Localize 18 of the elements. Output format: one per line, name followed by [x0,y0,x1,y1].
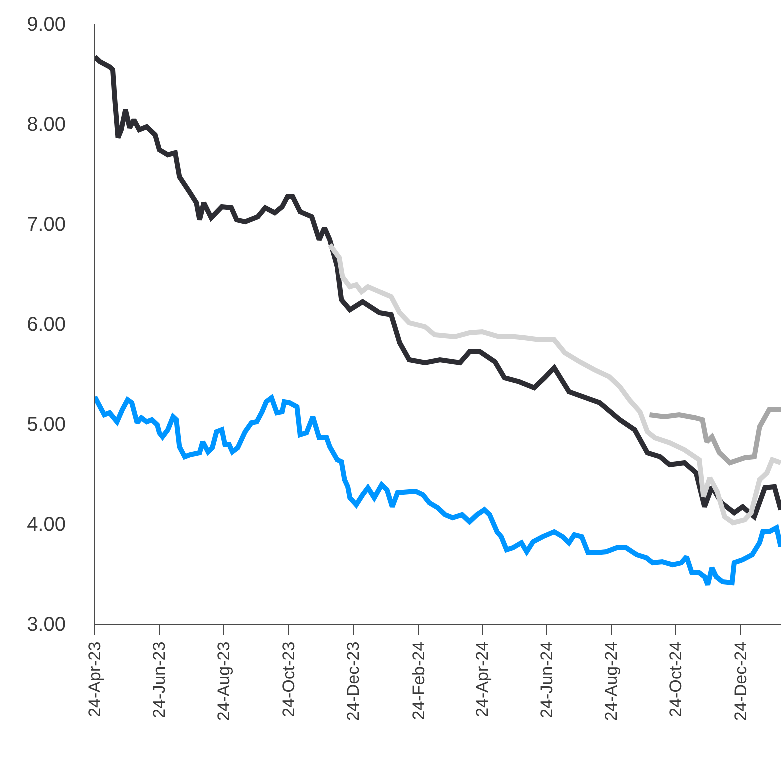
y-tick-label: 9.00 [27,14,66,36]
x-tick-label: 24-Apr-23 [86,642,105,718]
x-tick-label: 24-Oct-23 [279,642,298,718]
x-tick-label: 24-Dec-24 [731,642,750,722]
x-tick-label: 24-Dec-23 [344,642,363,722]
x-tick-label: 24-Apr-24 [472,642,492,718]
y-tick-label: 8.00 [27,114,66,136]
x-tick-label: 24-Aug-24 [602,642,622,722]
y-tick-label: 3.00 [27,614,66,636]
x-tick-label: 24-Aug-23 [214,642,234,722]
y-tick-label: 4.00 [27,514,66,536]
x-tick-label: 24-Jun-23 [150,642,170,718]
y-tick-label: 5.00 [27,414,66,436]
y-tick-label: 7.00 [27,214,66,236]
x-tick-label: 24-Feb-24 [409,642,428,720]
x-tick-label: 24-Oct-24 [666,642,686,718]
x-tick-label: 24-Jun-24 [538,642,557,718]
y-tick-label: 6.00 [27,314,66,336]
